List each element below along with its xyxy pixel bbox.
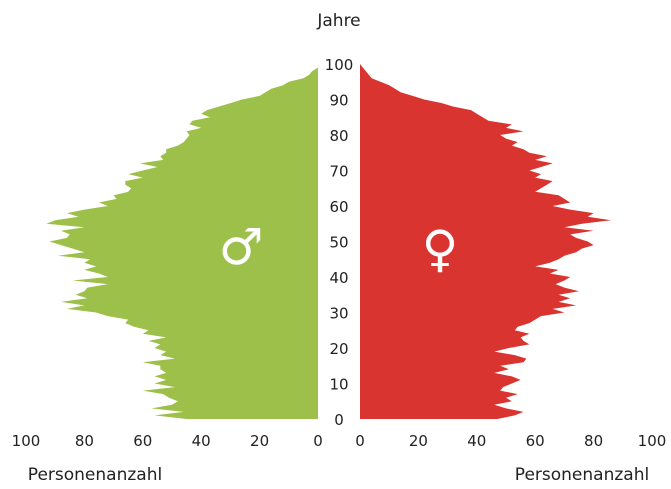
age-tick-label: 90	[329, 92, 348, 110]
y-axis-title: Jahre	[316, 11, 360, 31]
female-area-layer	[360, 64, 612, 419]
right-count-tick-label: 20	[409, 432, 428, 450]
age-tick-label: 50	[329, 234, 348, 252]
right-count-tick-label: 40	[467, 432, 486, 450]
male-area-layer	[46, 64, 319, 419]
age-tick-labels: 0 10 20 30 40 50 60 70 80 90 100	[325, 56, 354, 429]
female-population-area	[360, 64, 612, 419]
female-symbol-icon: ♀	[422, 220, 459, 278]
left-count-tick-labels: 100 80 60 40 20 0	[12, 432, 323, 450]
age-tick-label: 100	[325, 56, 354, 74]
age-tick-label: 40	[329, 269, 348, 287]
left-count-tick-label: 40	[192, 432, 211, 450]
age-tick-label: 80	[329, 127, 348, 145]
age-tick-label: 20	[329, 340, 348, 358]
age-tick-label: 10	[329, 376, 348, 394]
right-count-tick-labels: 0 20 40 60 80 100	[355, 432, 666, 450]
right-count-tick-label: 80	[584, 432, 603, 450]
left-count-tick-label: 80	[75, 432, 94, 450]
right-count-tick-label: 60	[526, 432, 545, 450]
left-count-tick-label: 20	[250, 432, 269, 450]
left-count-tick-label: 100	[12, 432, 41, 450]
age-tick-label: 0	[334, 411, 344, 429]
left-count-tick-label: 0	[313, 432, 323, 450]
age-tick-label: 60	[329, 198, 348, 216]
right-count-tick-label: 0	[355, 432, 365, 450]
male-symbol-icon: ♂	[219, 218, 264, 276]
age-tick-label: 70	[329, 163, 348, 181]
male-population-area	[46, 64, 319, 419]
x-axis-title-left: Personenanzahl	[28, 465, 162, 485]
left-count-tick-label: 60	[133, 432, 152, 450]
x-axis-title-right: Personenanzahl	[515, 465, 649, 485]
age-tick-label: 30	[329, 305, 348, 323]
right-count-tick-label: 100	[638, 432, 667, 450]
